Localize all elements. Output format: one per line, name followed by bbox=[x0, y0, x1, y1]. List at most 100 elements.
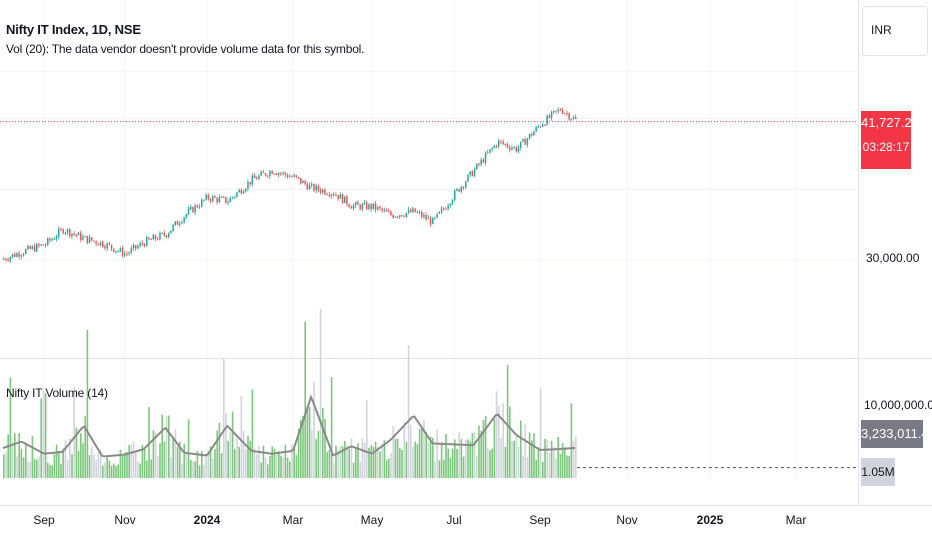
candle-body bbox=[429, 217, 432, 225]
candle-body bbox=[271, 171, 273, 174]
candle-body bbox=[31, 246, 34, 249]
volume-bar bbox=[267, 464, 269, 478]
chart-title[interactable]: Nifty IT Index, 1D, NSE bbox=[6, 22, 141, 37]
candle-body bbox=[22, 253, 25, 256]
candle-body bbox=[297, 177, 300, 179]
candle-body bbox=[370, 204, 372, 209]
candle-body bbox=[478, 163, 480, 165]
candle-body bbox=[93, 240, 95, 242]
volume-bar bbox=[533, 433, 535, 478]
candle-body bbox=[104, 246, 106, 249]
candle-body bbox=[38, 243, 40, 246]
candle-body bbox=[80, 232, 82, 240]
volume-bar bbox=[377, 446, 379, 478]
volume-bar bbox=[130, 444, 133, 478]
candle-body bbox=[456, 189, 458, 191]
candle-body bbox=[462, 186, 465, 188]
volume-bar bbox=[561, 443, 564, 478]
volume-bar bbox=[192, 461, 194, 478]
candle-body bbox=[396, 216, 399, 218]
candle-body bbox=[99, 241, 102, 246]
candle-body bbox=[256, 178, 258, 180]
volume-bar bbox=[93, 454, 95, 478]
candle-body bbox=[390, 211, 392, 216]
volume-bar bbox=[520, 420, 522, 478]
candle-body bbox=[9, 256, 12, 261]
candle-body bbox=[108, 243, 111, 245]
volume-bar bbox=[201, 450, 203, 478]
volume-bar bbox=[212, 458, 214, 478]
volume-bar bbox=[282, 456, 284, 478]
candle-body bbox=[150, 239, 152, 241]
candle-body bbox=[264, 173, 267, 176]
candle-body bbox=[16, 253, 18, 257]
volume-bar bbox=[51, 465, 53, 478]
volume-bar bbox=[218, 422, 221, 478]
candle-body bbox=[124, 253, 126, 256]
volume-bar bbox=[176, 446, 179, 478]
volume-bar bbox=[445, 434, 447, 478]
volume-bar bbox=[256, 454, 258, 478]
candle-body bbox=[432, 217, 434, 225]
candle-body bbox=[337, 195, 339, 199]
candle-body bbox=[553, 110, 555, 112]
volume-bar bbox=[542, 461, 544, 478]
candle-body bbox=[174, 221, 177, 225]
volume-bar bbox=[306, 407, 309, 478]
candle-body bbox=[291, 176, 293, 178]
volume-bar bbox=[524, 424, 526, 478]
volume-bar bbox=[53, 454, 56, 478]
volume-bar bbox=[383, 440, 386, 478]
volume-bar bbox=[550, 441, 553, 478]
candle-body bbox=[47, 238, 49, 245]
candle-body bbox=[436, 213, 438, 218]
volume-bar bbox=[161, 414, 163, 478]
candle-body bbox=[366, 202, 368, 210]
candle-body bbox=[201, 199, 203, 207]
candle-body bbox=[357, 202, 359, 205]
currency-button[interactable]: INR bbox=[862, 6, 928, 56]
candle-body bbox=[502, 141, 504, 144]
volume-pane-title[interactable]: Nifty IT Volume (14) bbox=[6, 386, 108, 400]
candle-body bbox=[220, 196, 223, 198]
candle-body bbox=[176, 221, 179, 225]
candle-body bbox=[25, 249, 27, 254]
volume-bar bbox=[300, 419, 302, 478]
volume-bar bbox=[214, 449, 216, 478]
candle-body bbox=[539, 126, 542, 128]
candle-body bbox=[119, 248, 122, 252]
candle-body bbox=[535, 126, 537, 132]
candle-body bbox=[66, 229, 69, 233]
candle-body bbox=[27, 245, 29, 250]
volume-bar bbox=[548, 452, 551, 478]
candle-body bbox=[190, 206, 192, 210]
candle-body bbox=[491, 148, 493, 150]
last-price-label: 41,727.20 bbox=[861, 115, 919, 130]
candle-body bbox=[471, 171, 474, 177]
candle-body bbox=[348, 204, 350, 207]
candle-body bbox=[106, 243, 108, 249]
candle-body bbox=[77, 232, 80, 236]
candle-body bbox=[152, 235, 155, 240]
volume-bar bbox=[163, 441, 166, 478]
volume-bar bbox=[240, 396, 243, 478]
candle-body bbox=[361, 204, 364, 210]
volume-bar bbox=[236, 438, 238, 478]
candle-body bbox=[352, 205, 355, 209]
x-tick-label: 2024 bbox=[193, 513, 221, 527]
volume-bar bbox=[407, 345, 410, 478]
volume-bar bbox=[570, 403, 573, 478]
volume-bar bbox=[350, 438, 353, 478]
candle-body bbox=[557, 109, 559, 112]
bar-countdown: 03:28:17 bbox=[862, 140, 910, 154]
candle-body bbox=[517, 147, 520, 152]
volume-bar bbox=[506, 364, 509, 478]
volume-bar bbox=[27, 461, 29, 478]
candle-body bbox=[322, 189, 324, 193]
candle-body bbox=[374, 203, 377, 210]
volume-bar bbox=[5, 452, 7, 478]
candle-body bbox=[561, 110, 564, 114]
candle-body bbox=[234, 196, 236, 198]
candle-body bbox=[568, 113, 570, 120]
